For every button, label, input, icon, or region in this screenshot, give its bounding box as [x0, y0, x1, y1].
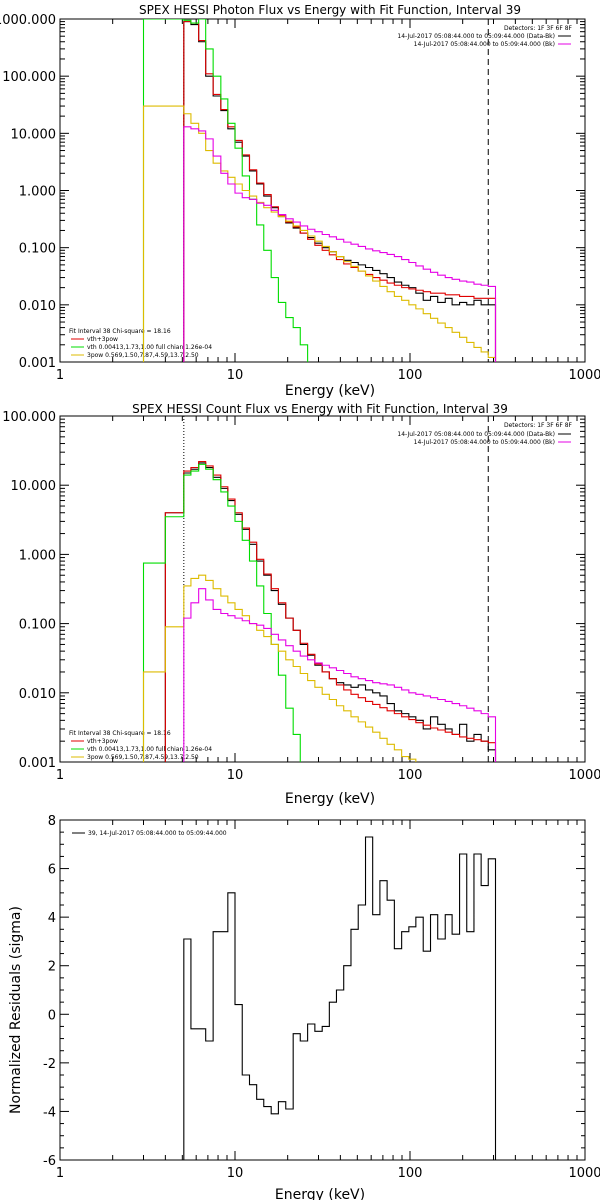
legend-vth: vth 0.00413,1.73,1.00 full chian 1.26e-0… — [87, 746, 212, 753]
y-tick-label: 1000.000 — [0, 13, 56, 28]
series-line-3 — [142, 105, 497, 362]
y-tick-label: 0 — [48, 1008, 56, 1023]
legend-bk: 14-Jul-2017 05:08:44.000 to 05:09:44.000… — [414, 41, 555, 48]
x-tick-label: 10 — [227, 368, 244, 383]
count-flux-detector-legend: Detectors: 1F 3F 6F 8F 14-Jul-2017 05:08… — [397, 422, 572, 446]
legend-vth-3pow: vth+3pow — [87, 738, 118, 745]
y-tick-label: 6 — [48, 863, 56, 878]
series-line-0 — [183, 836, 497, 1160]
x-tick-label: 1000 — [568, 1166, 600, 1181]
photon-flux-x-axis-label: Energy (keV) — [285, 383, 375, 399]
series-line-4 — [183, 588, 497, 762]
x-tick-label: 1000 — [568, 368, 600, 383]
x-tick-label: 1000 — [568, 768, 600, 783]
y-tick-label: 0.100 — [19, 618, 56, 633]
x-tick-label: 10 — [227, 768, 244, 783]
legend-bk: 14-Jul-2017 05:08:44.000 to 05:09:44.000… — [414, 439, 555, 446]
series-line-1 — [183, 21, 497, 362]
y-tick-label: 1.000 — [19, 548, 56, 563]
y-tick-label: 10.000 — [11, 479, 57, 494]
y-tick-label: 100.000 — [2, 410, 56, 425]
residuals-panel: Energy (keV) Normalized Residuals (sigma… — [8, 814, 600, 1200]
y-tick-label: 1.000 — [19, 185, 56, 200]
y-tick-label: 0.001 — [19, 356, 56, 371]
y-tick-label: -2 — [43, 1057, 56, 1072]
series-line-0 — [183, 21, 497, 362]
legend-detectors: Detectors: 1F 3F 6F 8F — [504, 25, 573, 32]
plot-frame — [59, 18, 586, 363]
series-line-4 — [183, 126, 497, 362]
y-tick-label: 0.100 — [19, 242, 56, 257]
residuals-legend: 39, 14-Jul-2017 05:08:44.000 to 05:09:44… — [72, 830, 227, 837]
y-tick-label: 0.001 — [19, 756, 56, 771]
x-tick-label: 100 — [398, 1166, 423, 1181]
series-line-2 — [142, 463, 301, 762]
x-tick-label: 1 — [56, 768, 64, 783]
count-flux-chart-title: SPEX HESSI Count Flux vs Energy with Fit… — [132, 402, 508, 416]
x-tick-label: 1 — [56, 1166, 64, 1181]
y-tick-label: -6 — [43, 1154, 56, 1169]
legend-vth-3pow: vth+3pow — [87, 336, 118, 343]
photon-flux-panel: SPEX HESSI Photon Flux vs Energy with Fi… — [0, 3, 600, 399]
count-flux-panel: SPEX HESSI Count Flux vs Energy with Fit… — [2, 402, 600, 807]
x-tick-label: 10 — [227, 1166, 244, 1181]
y-tick-label: 0.010 — [19, 687, 56, 702]
y-tick-label: 100.000 — [2, 70, 56, 85]
plot-frame — [59, 819, 586, 1161]
legend-data-bk: 14-Jul-2017 05:08:44.000 to 05:09:44.000… — [397, 33, 555, 40]
residuals-x-axis-label: Energy (keV) — [275, 1187, 365, 1200]
photon-flux-detector-legend: Detectors: 1F 3F 6F 8F 14-Jul-2017 05:08… — [397, 25, 572, 48]
x-tick-label: 100 — [398, 768, 423, 783]
y-tick-label: 10.000 — [11, 127, 57, 142]
legend-3pow: 3pow 0.569,1.50,7.87,4.59,13.7,2.50 — [87, 352, 199, 359]
legend-fit-interval: Fit Interval 38 Chi-square = 18.16 — [69, 328, 171, 335]
count-flux-x-axis-label: Energy (keV) — [285, 791, 375, 807]
plot-area — [142, 416, 497, 762]
y-tick-label: 4 — [48, 911, 56, 926]
legend-fit-interval: Fit Interval 38 Chi-square = 18.16 — [69, 730, 171, 737]
residuals-y-axis-label: Normalized Residuals (sigma) — [8, 906, 24, 1114]
legend-vth: vth 0.00413,1.73,1.00 full chian 1.26e-0… — [87, 344, 212, 351]
y-tick-label: -4 — [43, 1105, 56, 1120]
y-tick-label: 2 — [48, 960, 56, 975]
x-tick-label: 100 — [398, 368, 423, 383]
x-tick-label: 1 — [56, 368, 64, 383]
series-line-2 — [142, 19, 309, 362]
legend-detectors: Detectors: 1F 3F 6F 8F — [504, 422, 573, 429]
series-line-0 — [164, 462, 497, 762]
legend-data-bk: 14-Jul-2017 05:08:44.000 to 05:09:44.000… — [397, 431, 555, 438]
photon-flux-fit-legend: Fit Interval 38 Chi-square = 18.16 vth+3… — [69, 328, 212, 359]
photon-flux-chart-title: SPEX HESSI Photon Flux vs Energy with Fi… — [139, 3, 521, 17]
plot-area — [142, 19, 497, 362]
plot-frame — [59, 415, 586, 763]
series-line-1 — [164, 460, 497, 762]
legend-interval: 39, 14-Jul-2017 05:08:44.000 to 05:09:44… — [88, 830, 227, 837]
y-tick-label: 0.010 — [19, 299, 56, 314]
legend-3pow: 3pow 0.569,1.50,7.87,4.59,13.7,2.50 — [87, 754, 199, 761]
count-flux-fit-legend: Fit Interval 38 Chi-square = 18.16 vth+3… — [69, 730, 212, 761]
series-line-3 — [142, 574, 417, 762]
plot-area — [183, 836, 497, 1160]
y-tick-label: 8 — [48, 814, 56, 829]
